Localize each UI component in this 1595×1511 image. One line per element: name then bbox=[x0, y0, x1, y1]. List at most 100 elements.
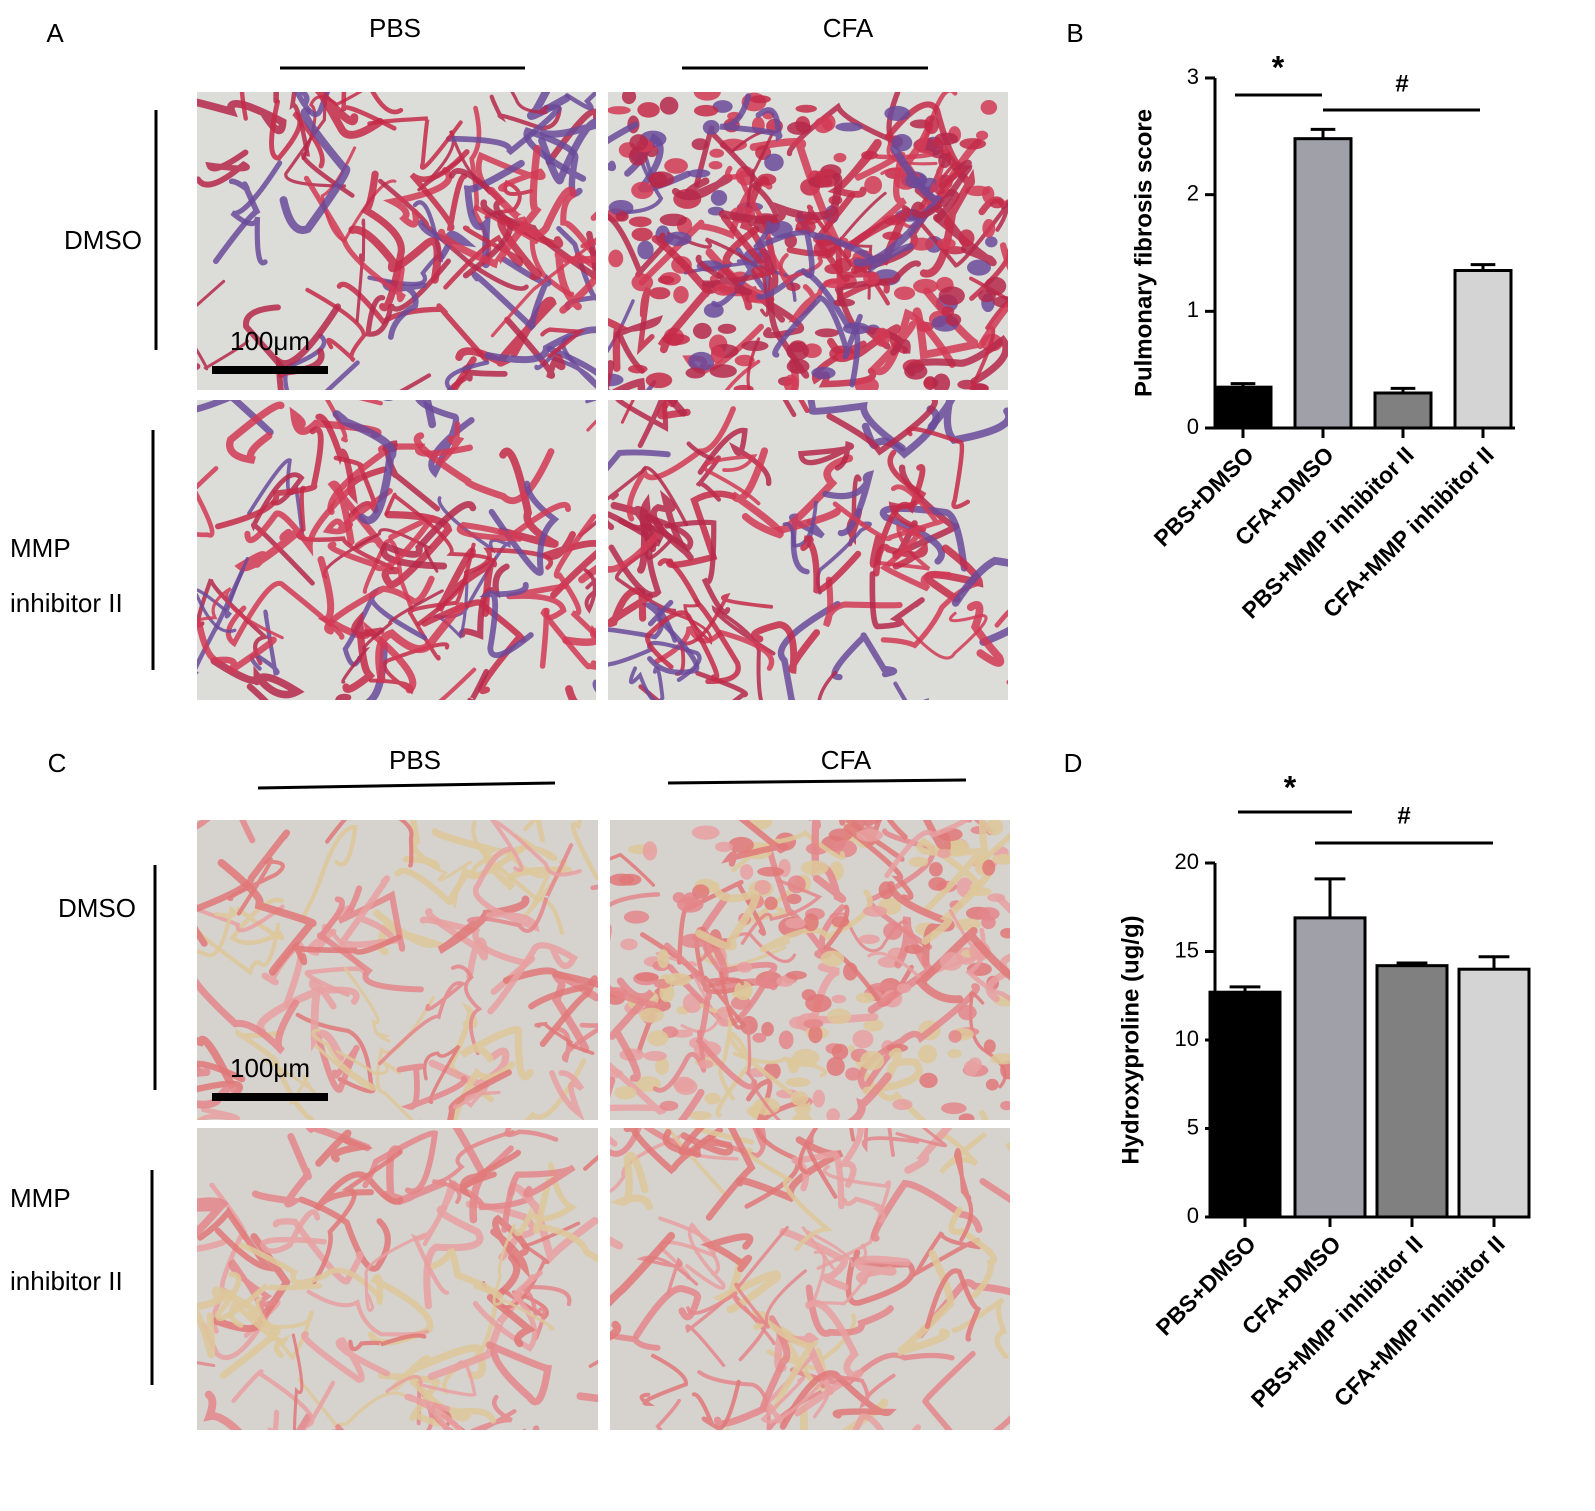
tissue-septum bbox=[217, 858, 317, 976]
tissue-septum bbox=[340, 875, 399, 948]
tissue-septum bbox=[325, 820, 414, 868]
tissue-septum bbox=[197, 904, 285, 933]
tissue-septum bbox=[272, 1218, 364, 1285]
tissue-cell bbox=[647, 1030, 669, 1047]
tissue-septum bbox=[404, 1393, 463, 1430]
tissue-cell bbox=[813, 117, 833, 134]
micrograph-content bbox=[608, 92, 1008, 390]
tissue-septum bbox=[911, 1231, 982, 1279]
tissue-septum bbox=[539, 531, 596, 599]
tissue-septum bbox=[295, 1012, 376, 1094]
error-bar bbox=[1230, 382, 1256, 388]
tissue-septum bbox=[549, 1069, 585, 1120]
tissue-cell bbox=[785, 1077, 811, 1088]
tissue-septum bbox=[212, 1233, 291, 1333]
tissue-septum bbox=[608, 587, 654, 628]
tissue-septum bbox=[887, 449, 927, 533]
tissue-cell bbox=[904, 944, 924, 954]
tissue-cell bbox=[976, 130, 989, 141]
tissue-cell bbox=[713, 283, 735, 296]
tissue-cell bbox=[831, 916, 850, 928]
tissue-septum bbox=[322, 528, 439, 579]
tissue-septum bbox=[895, 1128, 948, 1148]
tissue-septum bbox=[862, 1047, 923, 1095]
tissue-cell bbox=[854, 376, 879, 390]
tissue-septum bbox=[322, 488, 393, 535]
tissue-septum bbox=[504, 316, 566, 379]
tissue-septum bbox=[298, 1196, 391, 1272]
tissue-cell bbox=[803, 1019, 824, 1029]
tissue-septum bbox=[692, 1128, 755, 1145]
tissue-septum bbox=[724, 359, 761, 390]
tissue-septum bbox=[203, 1390, 313, 1430]
tissue-cell bbox=[855, 992, 876, 1004]
y-tick-label: 3 bbox=[1187, 64, 1199, 89]
tissue-septum bbox=[884, 820, 971, 879]
tissue-septum bbox=[210, 657, 305, 699]
tissue-septum bbox=[306, 1128, 371, 1152]
tissue-cell bbox=[842, 322, 870, 335]
tissue-septum bbox=[211, 1286, 281, 1380]
tissue-cell bbox=[688, 351, 715, 372]
tissue-septum bbox=[375, 602, 466, 683]
tissue-septum bbox=[832, 484, 945, 541]
tissue-septum bbox=[703, 971, 747, 1030]
tissue-septum bbox=[365, 258, 451, 337]
tissue-septum bbox=[456, 501, 571, 542]
tissue-septum bbox=[488, 480, 560, 576]
tissue-septum bbox=[311, 1028, 378, 1091]
micrograph bbox=[197, 92, 596, 390]
tissue-septum bbox=[924, 1268, 982, 1342]
tissue-septum bbox=[197, 1107, 240, 1120]
tissue-septum bbox=[671, 174, 734, 201]
tissue-cell bbox=[966, 259, 991, 276]
significance-mark: * bbox=[1272, 49, 1285, 85]
tissue-septum bbox=[826, 400, 938, 456]
micrograph-content bbox=[610, 1128, 1010, 1430]
tissue-cell bbox=[913, 278, 939, 294]
tissue-septum bbox=[437, 144, 542, 269]
tissue-cell bbox=[623, 910, 650, 924]
tissue-cell bbox=[778, 1030, 794, 1050]
tissue-septum bbox=[869, 571, 925, 630]
tissue-septum bbox=[899, 611, 988, 660]
tissue-septum bbox=[269, 99, 325, 169]
tissue-cell bbox=[958, 1113, 975, 1120]
y-tick-label: 5 bbox=[1187, 1114, 1199, 1139]
tissue-septum bbox=[231, 1369, 336, 1430]
tissue-septum bbox=[583, 568, 596, 614]
tissue-septum bbox=[325, 400, 383, 443]
tissue-cell bbox=[692, 884, 710, 899]
tissue-cell bbox=[967, 887, 992, 897]
micrograph-content bbox=[197, 1128, 598, 1430]
tissue-cell bbox=[826, 1108, 840, 1120]
tissue-septum bbox=[315, 1034, 360, 1093]
tissue-septum bbox=[197, 1068, 240, 1109]
tissue-septum bbox=[251, 1132, 312, 1208]
tissue-cell bbox=[858, 934, 880, 944]
tissue-cell bbox=[608, 199, 634, 216]
row-label: DMSO bbox=[58, 893, 136, 923]
tissue-cell bbox=[649, 287, 671, 300]
tissue-cell bbox=[856, 829, 883, 842]
tissue-cell bbox=[980, 100, 998, 115]
tissue-septum bbox=[273, 92, 279, 104]
tissue-cell bbox=[945, 313, 962, 326]
tissue-septum bbox=[444, 360, 490, 390]
micrograph bbox=[197, 820, 598, 1120]
micrograph-content bbox=[610, 820, 1010, 1120]
tissue-septum bbox=[197, 466, 219, 538]
tissue-septum bbox=[197, 149, 250, 188]
significance-mark: # bbox=[1397, 802, 1410, 829]
tissue-septum bbox=[779, 1370, 897, 1430]
tissue-cell bbox=[958, 1005, 977, 1021]
tissue-septum bbox=[255, 1296, 314, 1362]
row-label: inhibitor II bbox=[10, 588, 123, 618]
tissue-cell bbox=[728, 836, 754, 853]
tissue-septum bbox=[674, 592, 774, 676]
panel-label: B bbox=[1066, 18, 1083, 48]
tissue-septum bbox=[197, 1289, 233, 1358]
tissue-cell bbox=[981, 915, 996, 930]
tissue-septum bbox=[524, 1058, 587, 1120]
tissue-septum bbox=[214, 426, 324, 530]
